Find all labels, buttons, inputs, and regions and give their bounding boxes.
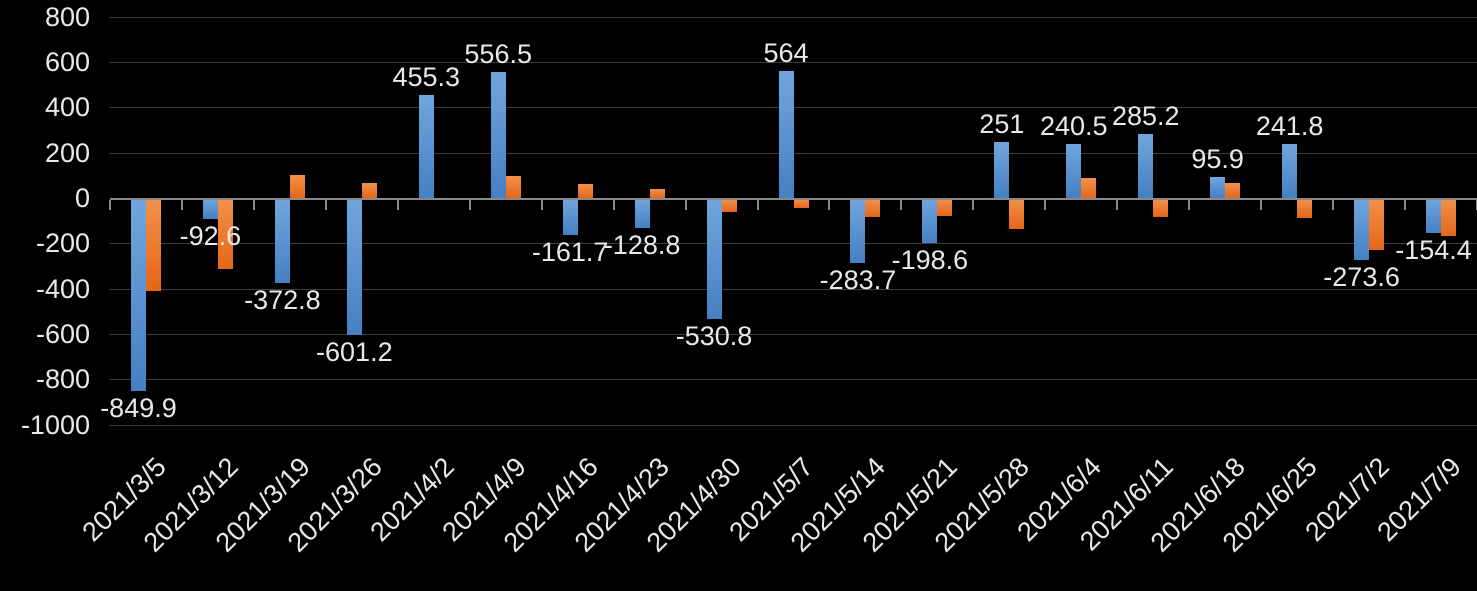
bar-orange — [1369, 198, 1385, 251]
x-axis-tick — [756, 199, 759, 210]
data-label: 240.5 — [1039, 111, 1108, 142]
x-axis-tick — [1044, 199, 1047, 210]
data-label: -198.6 — [891, 245, 969, 276]
x-axis-tick — [1188, 199, 1191, 210]
bar-blue — [1354, 198, 1370, 261]
y-tick-label: 0 — [74, 183, 90, 213]
bar-blue — [490, 72, 506, 199]
gridline — [110, 107, 1477, 109]
data-label: -849.9 — [100, 393, 177, 423]
gridline — [110, 333, 1477, 335]
bar-orange — [1009, 198, 1025, 230]
bar-blue — [994, 141, 1010, 199]
bar-orange — [1081, 178, 1097, 199]
x-axis-tick — [324, 199, 327, 210]
bar-orange — [1441, 198, 1457, 236]
bar-orange — [865, 198, 881, 217]
data-label: -601.2 — [316, 336, 393, 367]
gridline — [110, 152, 1477, 154]
data-label: 241.8 — [1255, 110, 1324, 141]
bar-blue — [202, 198, 218, 220]
data-label: -154.4 — [1395, 235, 1472, 266]
bar-orange — [361, 182, 377, 199]
x-axis-tick — [109, 199, 111, 210]
y-tick-label: -800 — [35, 364, 90, 395]
data-label: 285.2 — [1111, 100, 1180, 131]
bar-blue — [562, 198, 578, 236]
data-label: 251 — [979, 108, 1025, 139]
y-tick-label: -400 — [35, 273, 90, 304]
x-axis-tick — [180, 199, 183, 210]
bar-orange — [505, 175, 521, 199]
x-axis-tick — [1332, 199, 1335, 210]
y-tick-label: 400 — [44, 92, 90, 123]
bar-orange — [721, 198, 737, 213]
bar-blue — [706, 198, 722, 319]
data-label: -161.7 — [531, 237, 609, 268]
bar-blue — [1210, 176, 1226, 199]
bar-orange — [1225, 183, 1241, 199]
x-axis-tick — [1404, 199, 1407, 210]
x-axis-tick — [540, 199, 543, 210]
bar-orange — [649, 188, 665, 199]
data-label: -128.8 — [603, 229, 681, 260]
x-axis-tick — [252, 199, 255, 210]
bar-blue — [418, 95, 434, 199]
x-axis-tick — [900, 199, 903, 210]
data-label: 556.5 — [464, 39, 532, 70]
bar-blue — [922, 198, 938, 244]
bar-blue — [850, 198, 866, 263]
x-axis-tick — [468, 199, 471, 210]
bar-blue — [634, 198, 650, 228]
y-tick-label: 200 — [44, 137, 90, 168]
bar-orange — [145, 198, 161, 291]
y-tick-label: -1000 — [20, 409, 90, 440]
gridline — [110, 288, 1477, 290]
bar-blue — [1282, 143, 1298, 199]
bar-orange — [217, 198, 233, 269]
data-label: 95.9 — [1191, 143, 1244, 174]
bar-orange — [937, 198, 953, 216]
bar-orange — [1153, 198, 1169, 217]
data-label: -273.6 — [1323, 262, 1400, 293]
bar-orange — [289, 174, 305, 199]
data-label: -92.6 — [179, 221, 242, 252]
bar-blue — [1066, 144, 1082, 199]
x-axis-tick — [396, 199, 399, 210]
bar-orange — [793, 198, 809, 209]
x-axis-tick — [828, 199, 831, 210]
x-axis-tick — [1116, 199, 1119, 210]
data-label: -372.8 — [244, 284, 321, 315]
y-tick-label: 800 — [44, 1, 90, 32]
gridline — [110, 424, 1477, 426]
y-tick-label: -200 — [35, 228, 90, 259]
bar-blue — [1426, 198, 1442, 234]
x-axis-line — [110, 197, 1477, 200]
gridline — [110, 379, 1477, 381]
data-label: 564 — [763, 37, 809, 68]
bar-orange — [577, 183, 593, 199]
data-label: -283.7 — [819, 264, 897, 295]
gridline — [110, 243, 1477, 245]
x-axis-tick — [612, 199, 615, 210]
bar-orange — [1297, 198, 1313, 219]
bar-blue — [274, 198, 290, 283]
bar-blue — [1138, 133, 1154, 199]
x-axis-tick — [972, 199, 975, 210]
y-tick-label: 600 — [44, 47, 90, 78]
x-axis-tick — [1260, 199, 1263, 210]
bar-blue — [130, 198, 146, 391]
data-label: 455.3 — [392, 62, 461, 93]
gridline — [110, 16, 1477, 18]
bar-blue — [778, 70, 794, 199]
y-tick-label: -600 — [35, 318, 90, 349]
x-axis-tick — [684, 199, 687, 210]
data-label: -530.8 — [675, 320, 753, 351]
bar-blue — [346, 198, 362, 335]
gridline — [110, 62, 1477, 64]
